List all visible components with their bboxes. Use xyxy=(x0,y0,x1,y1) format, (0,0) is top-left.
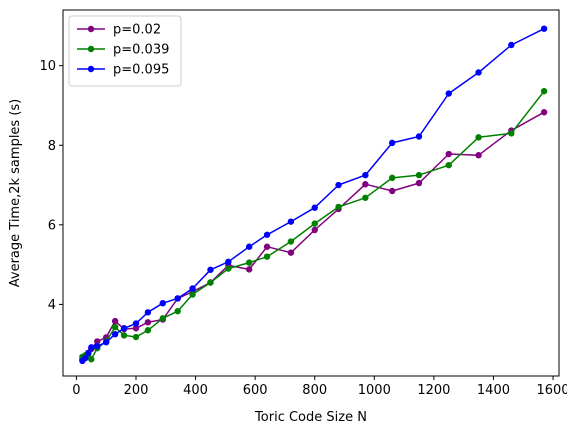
data-point xyxy=(189,291,196,298)
data-point xyxy=(445,90,452,97)
data-point xyxy=(508,41,515,49)
data-point xyxy=(144,319,152,326)
y-tick-label: 6 xyxy=(48,218,56,233)
data-point xyxy=(287,238,295,245)
legend-marker xyxy=(87,65,95,73)
data-point xyxy=(311,220,318,227)
data-point xyxy=(159,315,166,322)
data-point xyxy=(263,243,271,250)
x-tick-label: 0 xyxy=(72,383,80,398)
data-point xyxy=(132,325,140,332)
x-tick-label: 1600 xyxy=(536,383,567,398)
x-tick-label: 200 xyxy=(124,383,149,398)
y-tick-label: 8 xyxy=(48,139,56,154)
data-point xyxy=(120,325,128,332)
data-point xyxy=(132,320,140,327)
data-point xyxy=(85,349,92,357)
data-point xyxy=(174,307,181,315)
data-point xyxy=(415,133,423,140)
data-point xyxy=(207,279,214,286)
data-point xyxy=(94,342,101,350)
data-point xyxy=(111,323,119,331)
data-point xyxy=(245,243,253,250)
data-point xyxy=(225,265,232,272)
legend-marker xyxy=(87,25,95,33)
data-point xyxy=(540,25,548,32)
legend-item: p=0.039 xyxy=(77,43,169,58)
data-point xyxy=(508,130,515,137)
data-point xyxy=(415,171,423,179)
data-point xyxy=(263,231,271,238)
series-layer xyxy=(79,25,548,365)
data-point xyxy=(207,266,214,273)
data-point xyxy=(287,249,295,256)
x-tick-label: 800 xyxy=(302,383,327,398)
data-point xyxy=(245,259,253,266)
x-tick-label: 1200 xyxy=(417,383,450,398)
x-axis-ticks: 0 200 400 600 800 1000 1200 1400 1600 xyxy=(72,376,567,398)
x-axis-label: Toric Code Size N xyxy=(254,410,367,425)
axes-border xyxy=(62,9,560,377)
data-point xyxy=(475,134,482,141)
data-point xyxy=(287,218,295,225)
data-point xyxy=(445,150,452,158)
data-point xyxy=(225,258,232,266)
legend-label: p=0.039 xyxy=(113,43,169,58)
data-point xyxy=(335,181,342,189)
data-point xyxy=(388,174,396,182)
data-point xyxy=(388,139,396,147)
data-point xyxy=(475,152,482,159)
x-tick-label: 1400 xyxy=(477,383,510,398)
data-point xyxy=(132,333,140,341)
x-tick-label: 400 xyxy=(183,383,208,398)
series-2 xyxy=(79,25,548,365)
data-point xyxy=(159,299,166,307)
data-point xyxy=(120,332,128,339)
data-point xyxy=(362,171,369,179)
data-point xyxy=(102,338,110,346)
data-point xyxy=(111,331,119,338)
data-point xyxy=(311,226,318,234)
data-point xyxy=(362,181,369,188)
data-point xyxy=(445,161,452,169)
data-point xyxy=(144,309,152,316)
data-point xyxy=(540,109,548,116)
y-tick-label: 4 xyxy=(48,298,56,313)
y-axis-ticks: 4 6 8 10 xyxy=(39,59,63,313)
data-point xyxy=(174,295,181,302)
data-point xyxy=(111,317,119,325)
legend-item: p=0.02 xyxy=(77,23,161,38)
data-point xyxy=(335,203,342,211)
data-point xyxy=(94,338,101,345)
y-tick-label: 10 xyxy=(39,59,56,74)
data-point xyxy=(189,285,196,292)
legend-label: p=0.095 xyxy=(113,63,169,78)
data-point xyxy=(415,179,423,187)
data-point xyxy=(388,187,396,195)
data-point xyxy=(540,87,548,95)
data-point xyxy=(245,266,253,273)
x-tick-label: 1000 xyxy=(358,383,391,398)
data-point xyxy=(475,69,482,76)
legend-item: p=0.095 xyxy=(77,63,169,78)
x-tick-label: 600 xyxy=(243,383,268,398)
legend: p=0.02 p=0.039 p=0.095 xyxy=(68,15,182,87)
legend-marker xyxy=(87,45,95,53)
data-point xyxy=(362,194,369,201)
data-point xyxy=(144,327,152,334)
y-axis-label: Average Time,2k samples (s) xyxy=(8,99,23,287)
data-point xyxy=(88,344,95,351)
data-point xyxy=(88,356,95,363)
legend-label: p=0.02 xyxy=(113,23,161,38)
data-point xyxy=(311,204,318,211)
data-point xyxy=(82,354,89,362)
data-point xyxy=(263,253,271,260)
